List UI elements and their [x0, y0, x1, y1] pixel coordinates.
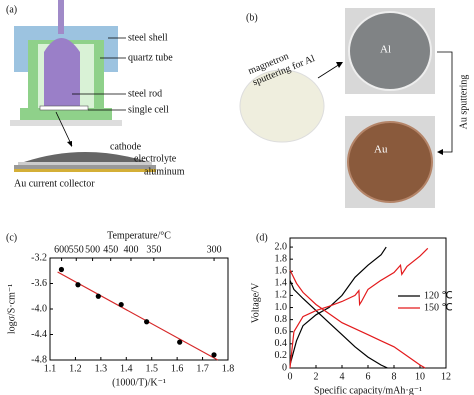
- data-point: [75, 282, 81, 288]
- charts: 1.1 1.2 1.3 1.4 1.5 1.6 1.7 1.8 -3.2 -3.6 -4.0 -4.4…: [6, 230, 453, 395]
- holder: [10, 120, 122, 126]
- curve: [289, 246, 387, 366]
- part-label: quartz tube: [128, 52, 173, 63]
- au-layer: [14, 169, 156, 172]
- x2-tick-label: 550: [69, 244, 84, 255]
- au-disk: [347, 121, 433, 203]
- y-tick-label: 0.8: [275, 314, 288, 325]
- bracket-arrow: [437, 51, 453, 153]
- fit-line: [57, 271, 219, 361]
- layer-label: electrolyte: [134, 153, 177, 164]
- x2-tick-label: 400: [123, 244, 138, 255]
- x-tick-label: 2: [314, 371, 319, 382]
- y-tick-label: 1.8: [275, 253, 288, 264]
- panel-label: (c): [6, 232, 17, 243]
- x-tick-label: 8: [392, 371, 397, 382]
- panel-a: (a) steel shell quartz tube steel rod si…: [6, 0, 185, 189]
- step-label: Au sputtering: [458, 75, 469, 130]
- aluminum-layer: [14, 165, 156, 169]
- panel-b: (b) magnetron sputtering for Al Al Au Au…: [239, 8, 469, 208]
- x-axis-label: (1000/T)/K⁻¹: [112, 377, 166, 388]
- data-point: [58, 266, 65, 273]
- x-tick-label: 1.1: [44, 363, 57, 374]
- y-tick-label: -4.4: [31, 329, 47, 340]
- layer-label: aluminum: [144, 166, 185, 177]
- panel-label: (b): [246, 12, 258, 23]
- curve: [289, 269, 426, 369]
- part-label: single cell: [128, 104, 169, 115]
- arrow-head: [437, 149, 443, 155]
- x-tick-label: 4: [340, 371, 345, 382]
- data-point: [177, 339, 183, 345]
- y-tick-label: 1.0: [275, 302, 288, 313]
- y-tick-label: 0.2: [275, 350, 288, 361]
- x2-tick-label: 300: [207, 244, 222, 255]
- y-tick-label: 0: [282, 362, 287, 373]
- steel-rod: [44, 38, 80, 108]
- x-tick-label: 1.3: [95, 363, 108, 374]
- x-tick-label: 10: [415, 371, 425, 382]
- x2-tick-label: 600: [54, 244, 69, 255]
- layer-label: Au current collector: [14, 178, 95, 189]
- x2-axis-label: Temperature/°C: [107, 230, 171, 241]
- arrow: [317, 63, 341, 79]
- plot-frame: [49, 257, 229, 361]
- data-point: [211, 352, 217, 358]
- x2-tick-label: 500: [85, 244, 100, 255]
- x-tick-label: 1.7: [196, 363, 209, 374]
- rod-stem: [58, 0, 64, 34]
- x-tick-label: 1.6: [171, 363, 184, 374]
- cathode-layer: [24, 152, 148, 162]
- y-tick-label: 1.2: [275, 290, 288, 301]
- legend-label: 150 ℃: [424, 302, 453, 313]
- y-tick-label: 0.6: [275, 326, 288, 337]
- x-tick-label: 1.2: [69, 363, 82, 374]
- part-label: steel shell: [128, 32, 168, 43]
- al-disk: [348, 11, 432, 91]
- sample-label: Au: [374, 144, 388, 156]
- part-label: steel rod: [128, 88, 162, 99]
- y-tick-label: -4.8: [31, 354, 47, 365]
- base: [20, 108, 112, 120]
- y-axis-label: Voltage/V: [250, 282, 261, 323]
- x-tick-label: 0: [288, 371, 293, 382]
- y-tick-label: 2.0: [275, 241, 288, 252]
- data-point: [95, 293, 101, 299]
- arrow-head: [336, 62, 343, 68]
- cell: [39, 105, 89, 111]
- x-tick-label: 1.4: [120, 363, 133, 374]
- y-tick-label: -3.6: [31, 278, 47, 289]
- data-point: [118, 301, 124, 308]
- substrate-photo: [239, 69, 325, 143]
- y-tick-label: 0.4: [275, 338, 288, 349]
- arrow-head: [67, 141, 72, 147]
- sample-label: Al: [380, 44, 391, 56]
- panel-label: (a): [6, 4, 17, 15]
- x-tick-label: 1.8: [222, 363, 235, 374]
- y-tick-label: 1.4: [275, 278, 288, 289]
- data-point: [144, 319, 150, 325]
- x-tick-label: 6: [366, 371, 371, 382]
- curve: [289, 280, 388, 369]
- y-tick-label: 1.6: [275, 266, 288, 277]
- legend-label: 120 ℃: [424, 290, 453, 301]
- panel-label: (d): [256, 232, 268, 243]
- curve: [289, 247, 429, 369]
- arrow: [55, 111, 73, 147]
- x-tick-label: 12: [441, 371, 451, 382]
- x-axis-label: Specific capacity/mAh·g⁻¹: [314, 385, 422, 395]
- x2-tick-label: 450: [103, 244, 118, 255]
- y-axis-label: logσ/S·cm⁻¹: [6, 284, 17, 334]
- y-tick-label: -3.2: [31, 252, 47, 263]
- plot-frame: [289, 237, 447, 369]
- x-tick-label: 1.5: [145, 363, 158, 374]
- electrolyte-layer: [18, 162, 152, 165]
- y-tick-label: -4.0: [31, 303, 47, 314]
- layer-label: cathode: [110, 141, 142, 152]
- x2-tick-label: 350: [146, 244, 161, 255]
